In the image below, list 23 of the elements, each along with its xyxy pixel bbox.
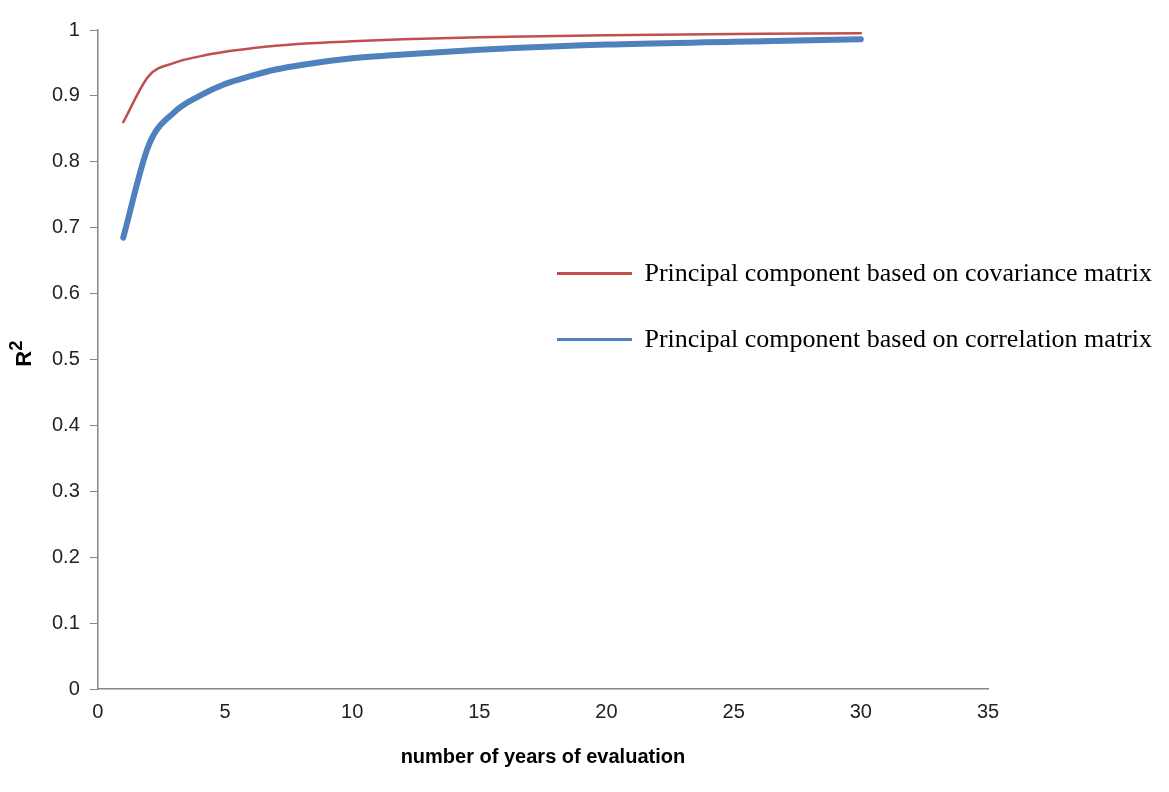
y-tick-label: 0.8 — [51, 149, 80, 172]
x-tick-label: 35 — [976, 699, 1000, 722]
x-tick-label: 15 — [468, 699, 491, 722]
y-tick-label: 0.1 — [51, 610, 80, 633]
x-tick-label: 25 — [722, 699, 745, 722]
y-tick-label: 1 — [68, 17, 80, 40]
y-tick-label: 0.7 — [51, 215, 80, 238]
y-tick-label: 0.4 — [51, 412, 80, 435]
legend-label: Principal component based on covariance matrix — [644, 258, 1152, 288]
y-tick-label: 0.5 — [51, 347, 80, 370]
x-tick-label: 30 — [849, 699, 872, 722]
x-tick-label: 5 — [219, 699, 231, 722]
legend-label: Principal component based on correlation matrix — [644, 324, 1152, 354]
y-tick-label: 0 — [68, 676, 80, 699]
line-series — [121, 32, 863, 124]
x-tick-label: 10 — [341, 699, 364, 722]
y-tick-label: 0.6 — [51, 281, 80, 304]
x-axis-title: number of years of evaluation — [400, 744, 686, 767]
x-tick-label: 20 — [595, 699, 618, 722]
y-tick-label: 0.9 — [51, 83, 80, 106]
x-tick-label: 0 — [92, 699, 104, 722]
y-tick-label: 0.3 — [51, 478, 80, 501]
y-tick-label: 0.2 — [51, 544, 80, 567]
